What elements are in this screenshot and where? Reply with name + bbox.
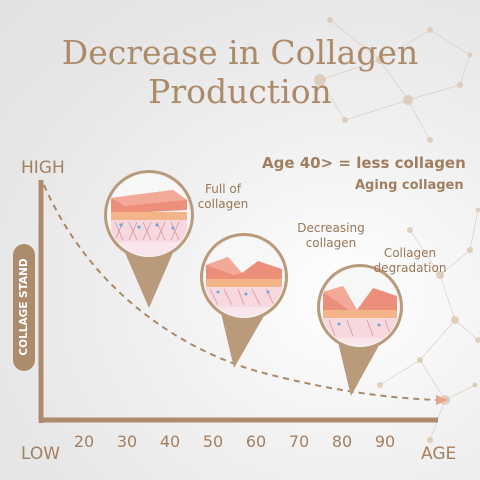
subheadline: Aging collagen <box>355 178 464 193</box>
y-axis-label-box <box>13 244 35 371</box>
skin-decreasing-illustration <box>200 233 288 368</box>
curve-arrowhead-icon <box>436 395 448 405</box>
stage-note-full: Full of collagen <box>197 182 249 211</box>
skin-degradation-illustration <box>317 264 403 396</box>
y-axis-high-label: HIGH <box>21 158 65 178</box>
x-tick-label: 70 <box>288 432 310 451</box>
x-tick-label: 80 <box>331 432 353 451</box>
y-axis-low-label: LOW <box>21 444 61 464</box>
x-tick-label: 20 <box>73 432 95 451</box>
headline: Age 40> = less collagen <box>262 154 466 172</box>
title-line-1: Decrease in Collagen <box>61 33 419 72</box>
x-tick-label: 40 <box>159 432 181 451</box>
stage-note-decreasing: Decreasing collagen <box>297 221 365 250</box>
y-axis-label: COLLAGE STAND <box>18 258 30 356</box>
stage-note-degradation: Collagen degradation <box>373 246 447 275</box>
x-tick-label: 60 <box>245 432 267 451</box>
x-axis-end-label: AGE <box>421 444 457 464</box>
x-tick-label: 90 <box>374 432 396 451</box>
skin-healthy-illustration <box>104 170 194 308</box>
x-tick-label: 50 <box>202 432 224 451</box>
x-tick-label: 30 <box>116 432 138 451</box>
title-line-2: Production <box>148 72 332 111</box>
decline-curve <box>43 184 439 401</box>
